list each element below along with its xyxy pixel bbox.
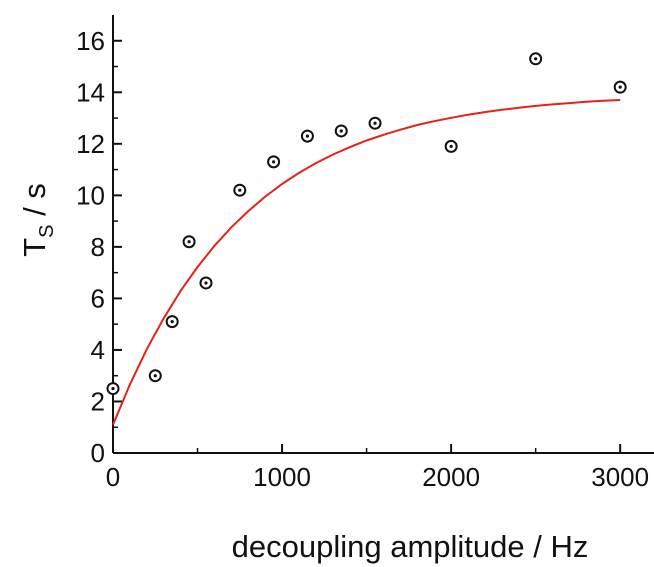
data-point-center xyxy=(187,240,191,244)
y-tick-label: 16 xyxy=(76,26,105,56)
data-point-center xyxy=(373,121,377,125)
y-axis-title-sub: S xyxy=(36,225,58,238)
data-points xyxy=(106,52,627,396)
axes xyxy=(112,15,654,454)
y-tick-label: 14 xyxy=(76,77,105,107)
data-point-center xyxy=(111,386,115,391)
y-axis-title-suffix: / s xyxy=(17,183,52,224)
y-tick-label: 10 xyxy=(76,180,105,210)
data-point-center xyxy=(170,320,174,324)
data-point xyxy=(613,80,627,94)
data-point-center xyxy=(449,144,453,148)
data-point-center xyxy=(272,160,276,164)
data-point xyxy=(106,382,120,396)
x-tick-label: 2000 xyxy=(422,462,480,492)
y-tick-label: 8 xyxy=(91,232,105,262)
x-tick-label: 3000 xyxy=(591,462,649,492)
data-point xyxy=(368,116,382,130)
data-point-center xyxy=(305,134,310,138)
data-point xyxy=(182,235,196,249)
tick-labels: 0 2 4 6 8 10 12 14 16 0 1000 2000 3000 xyxy=(76,26,649,492)
data-point xyxy=(444,139,458,153)
y-tick-label: 2 xyxy=(91,386,105,416)
y-tick-label: 4 xyxy=(91,335,105,365)
data-point xyxy=(300,129,314,143)
data-point-center xyxy=(618,85,622,89)
data-point-center xyxy=(534,57,538,61)
y-tick-label: 12 xyxy=(76,129,105,159)
x-tick-label: 0 xyxy=(106,462,120,492)
data-point xyxy=(233,183,247,197)
fit-curve-group xyxy=(112,99,621,426)
y-tick-label: 0 xyxy=(91,438,105,468)
data-point xyxy=(148,369,162,383)
fit-curve xyxy=(112,99,621,426)
y-axis-title: TS / s xyxy=(17,183,58,257)
data-point xyxy=(529,52,543,66)
data-point-center xyxy=(339,129,343,133)
data-point xyxy=(267,155,281,169)
data-point-center xyxy=(238,188,242,192)
data-point xyxy=(334,124,348,138)
data-point-center xyxy=(153,374,157,378)
data-point-center xyxy=(204,281,208,285)
y-tick-label: 6 xyxy=(91,283,105,313)
y-axis-title-main: T xyxy=(17,238,52,257)
data-point xyxy=(165,315,179,329)
data-point xyxy=(199,276,213,290)
x-axis-title: decoupling amplitude / Hz xyxy=(232,529,589,564)
x-tick-label: 1000 xyxy=(253,462,311,492)
